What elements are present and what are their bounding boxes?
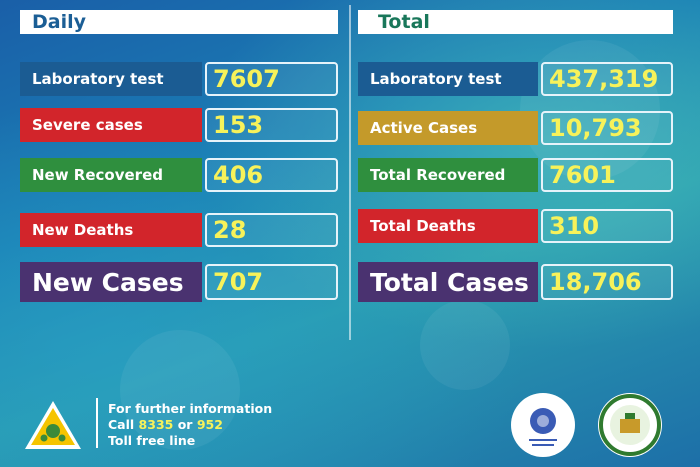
daily-new-recovered-label: New Recovered [20, 158, 202, 192]
total-recovered-value: 7601 [541, 158, 673, 192]
hotline-number-1[interactable]: 8335 [138, 417, 174, 432]
total-laboratory-test-value: 437,319 [541, 62, 673, 96]
total-cases-label: Total Cases [358, 262, 538, 302]
background-bubble [420, 300, 510, 390]
or-text: or [177, 417, 193, 432]
daily-severe-cases-row: Severe cases 153 [20, 108, 338, 142]
ministry-emblem-icon [529, 408, 557, 446]
total-recovered-label: Total Recovered [358, 158, 538, 192]
total-active-cases-row: Active Cases 10,793 [358, 111, 673, 145]
daily-new-deaths-value: 28 [205, 213, 338, 247]
background-bubble [120, 330, 240, 450]
daily-new-deaths-label: New Deaths [20, 213, 202, 247]
warning-virus-icon [25, 401, 81, 449]
total-deaths-label: Total Deaths [358, 209, 538, 243]
daily-new-recovered-row: New Recovered 406 [20, 158, 338, 192]
public-health-institute-logo [598, 393, 662, 457]
info-line-1: For further information [108, 401, 273, 416]
daily-new-cases-label: New Cases [20, 262, 202, 302]
total-laboratory-test-label: Laboratory test [358, 62, 538, 96]
total-recovered-row: Total Recovered 7601 [358, 158, 673, 192]
total-deaths-row: Total Deaths 310 [358, 209, 673, 243]
info-line-2: Call 8335 or 952 [108, 417, 272, 433]
contact-info: For further information Call 8335 or 952… [108, 401, 272, 449]
daily-new-deaths-row: New Deaths 28 [20, 213, 338, 247]
total-active-cases-value: 10,793 [541, 111, 673, 145]
total-deaths-value: 310 [541, 209, 673, 243]
total-active-cases-label: Active Cases [358, 111, 538, 145]
daily-header: Daily [20, 10, 338, 34]
total-header: Total [358, 10, 673, 34]
ministry-of-health-logo [511, 393, 575, 457]
info-line-3: Toll free line [108, 433, 196, 448]
daily-new-cases-value: 707 [205, 264, 338, 300]
footer-separator [96, 398, 98, 448]
total-laboratory-test-row: Laboratory test 437,319 [358, 62, 673, 96]
daily-severe-cases-label: Severe cases [20, 108, 202, 142]
daily-new-recovered-value: 406 [205, 158, 338, 192]
institute-seal-icon [599, 394, 661, 456]
call-prefix: Call [108, 417, 135, 432]
daily-laboratory-test-label: Laboratory test [20, 62, 202, 96]
column-divider [349, 5, 351, 340]
hotline-number-2[interactable]: 952 [196, 417, 223, 432]
daily-severe-cases-value: 153 [205, 108, 338, 142]
daily-laboratory-test-value: 7607 [205, 62, 338, 96]
daily-laboratory-test-row: Laboratory test 7607 [20, 62, 338, 96]
daily-new-cases-row: New Cases 707 [20, 262, 338, 302]
total-cases-value: 18,706 [541, 264, 673, 300]
total-cases-row: Total Cases 18,706 [358, 262, 673, 302]
